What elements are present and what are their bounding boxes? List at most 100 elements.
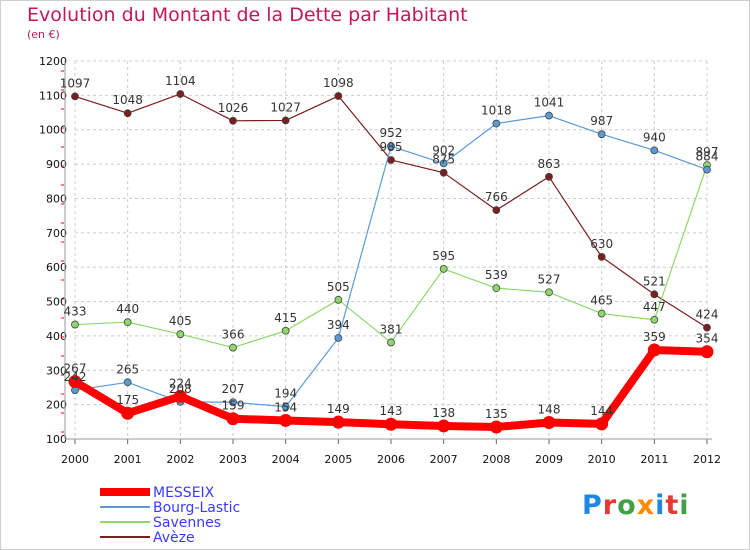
data-point-bourg-lastic (281, 402, 290, 411)
data-label-savennes: 440 (116, 302, 139, 316)
data-point-savennes (334, 295, 343, 304)
data-point-bourg-lastic (334, 334, 343, 342)
data-label-av-ze: 1098 (323, 76, 354, 90)
data-point-bourg-lastic (123, 378, 132, 387)
data-label-bourg-lastic: 242 (64, 370, 87, 384)
legend-entry: Bourg-Lastic (153, 500, 240, 516)
x-tick-label: 2003 (219, 453, 247, 466)
logo-letter: t (665, 490, 680, 521)
x-tick-label: 2008 (482, 453, 510, 466)
data-label-savennes: 405 (169, 314, 192, 328)
data-point-av-ze (597, 252, 606, 261)
data-point-savennes (229, 343, 237, 352)
data-label-av-ze: 1048 (112, 93, 143, 107)
data-label-av-ze: 766 (485, 190, 508, 204)
data-label-savennes: 539 (485, 268, 508, 282)
logo-letter: x (636, 490, 656, 521)
data-point-savennes (387, 338, 395, 347)
data-point-bourg-lastic (387, 142, 395, 151)
chart-subtitle: (en €) (27, 28, 60, 41)
data-point-savennes (492, 284, 501, 293)
data-point-bourg-lastic (545, 111, 553, 120)
legend-entry: Savennes (153, 515, 221, 531)
y-tick-label: 1100 (39, 89, 67, 102)
logo-letter: i (679, 490, 690, 521)
data-point-messeix (542, 416, 556, 430)
data-label-av-ze: 863 (538, 157, 561, 171)
x-tick-label: 2010 (588, 453, 616, 466)
data-point-av-ze (71, 92, 79, 101)
data-point-savennes (71, 320, 79, 329)
data-point-savennes (597, 309, 606, 318)
data-label-messeix: 135 (485, 407, 508, 421)
logo-letter: o (617, 490, 637, 521)
data-point-messeix (279, 413, 293, 427)
data-point-savennes (281, 326, 290, 335)
data-label-messeix: 224 (169, 376, 192, 390)
proxiti-logo: Proxiti (582, 490, 690, 521)
data-label-messeix: 149 (327, 402, 350, 416)
data-point-av-ze (439, 168, 448, 177)
data-point-savennes (123, 318, 132, 327)
y-tick-label: 100 (46, 433, 67, 446)
data-label-messeix: 359 (643, 330, 666, 344)
data-point-messeix (700, 345, 714, 359)
data-label-savennes: 897 (696, 145, 719, 159)
y-tick-label: 600 (46, 261, 67, 274)
data-label-av-ze: 1104 (165, 74, 196, 88)
data-point-av-ze (703, 323, 711, 332)
x-tick-label: 2011 (640, 453, 668, 466)
data-label-messeix: 354 (696, 332, 719, 346)
data-point-av-ze (650, 290, 659, 299)
data-label-bourg-lastic: 394 (327, 318, 350, 332)
y-tick-label: 1200 (39, 55, 67, 68)
data-point-av-ze (281, 116, 290, 125)
data-label-savennes: 366 (222, 328, 245, 342)
data-point-messeix (384, 417, 398, 431)
data-point-av-ze (176, 90, 185, 98)
x-tick-label: 2009 (535, 453, 563, 466)
data-label-savennes: 527 (538, 272, 561, 286)
y-tick-label: 800 (46, 192, 67, 205)
data-label-messeix: 144 (590, 404, 613, 418)
series-lines (68, 90, 714, 434)
data-label-bourg-lastic: 987 (590, 114, 613, 128)
data-point-savennes (176, 330, 185, 339)
y-tick-label: 700 (46, 227, 67, 240)
x-tick-label: 2004 (272, 453, 300, 466)
data-point-av-ze (545, 172, 553, 181)
x-tick-label: 2000 (61, 453, 89, 466)
y-tick-label: 400 (46, 330, 67, 343)
x-tick-label: 2007 (430, 453, 458, 466)
data-label-av-ze: 1026 (218, 101, 249, 115)
axes: 1002003004005006007008009001000110012002… (39, 55, 721, 466)
data-point-bourg-lastic (439, 159, 448, 168)
x-tick-label: 2001 (114, 453, 142, 466)
data-label-savennes: 595 (432, 249, 455, 263)
data-label-messeix: 138 (432, 406, 455, 420)
data-labels: 1097 1048 1104 1026 1027 1098 985 875 766 863 630 5… (60, 74, 719, 421)
data-label-av-ze: 521 (643, 274, 666, 288)
logo-letter: r (602, 490, 618, 521)
legend-entry: Avèze (153, 530, 195, 546)
logo-letter: i (655, 490, 666, 521)
legend-entry: MESSEIX (153, 485, 215, 501)
data-label-messeix: 154 (274, 400, 297, 414)
data-label-av-ze: 985 (380, 140, 403, 154)
chart-title: Evolution du Montant de la Dette par Hab… (27, 4, 468, 26)
data-label-bourg-lastic: 194 (274, 387, 297, 401)
data-point-messeix (68, 375, 82, 389)
data-point-av-ze (229, 116, 237, 125)
data-label-av-ze: 630 (590, 237, 613, 251)
y-tick-label: 200 (46, 399, 67, 412)
data-point-messeix (595, 417, 609, 431)
data-label-bourg-lastic: 1041 (534, 96, 565, 110)
x-tick-label: 2012 (693, 453, 721, 466)
data-label-savennes: 415 (274, 311, 297, 325)
data-point-messeix (121, 406, 135, 420)
data-point-bourg-lastic (597, 130, 606, 139)
data-label-messeix: 267 (64, 362, 87, 376)
